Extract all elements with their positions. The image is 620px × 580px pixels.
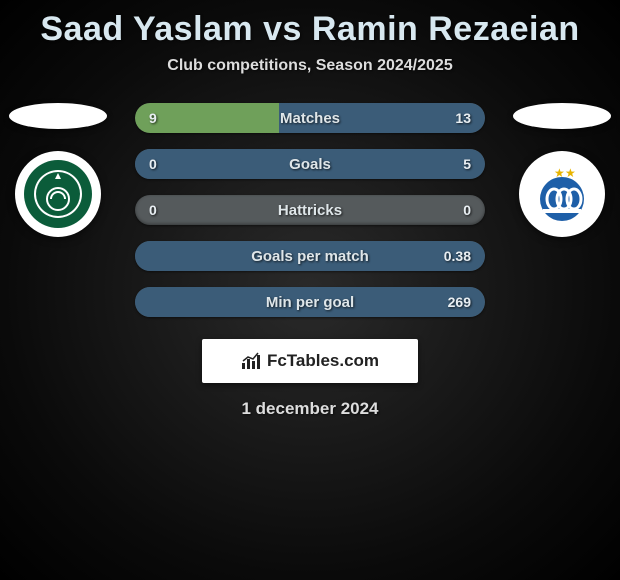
stat-label: Min per goal	[135, 287, 485, 317]
chart-icon	[241, 352, 261, 370]
stat-bar: 00Hattricks	[135, 195, 485, 225]
stat-bar: 269Min per goal	[135, 287, 485, 317]
stat-label: Goals per match	[135, 241, 485, 271]
stat-bar: 913Matches	[135, 103, 485, 133]
page-title: Saad Yaslam vs Ramin Rezaeian	[0, 0, 620, 49]
comparison-panel: 913Matches 05Goals 00Hattricks 0.38Goals pe…	[0, 103, 620, 317]
date-label: 1 december 2024	[0, 399, 620, 419]
brand-badge: FcTables.com	[202, 339, 418, 383]
crest-right-inner: ★ ★	[527, 159, 597, 229]
stat-bar: 05Goals	[135, 149, 485, 179]
stat-label: Goals	[135, 149, 485, 179]
crest-left	[15, 151, 101, 237]
stats-bars: 913Matches 05Goals 00Hattricks 0.38Goals pe…	[108, 103, 512, 317]
stat-label: Matches	[135, 103, 485, 133]
player-right-column: ★ ★	[512, 103, 612, 237]
crest-right: ★ ★	[519, 151, 605, 237]
crest-left-inner	[23, 159, 93, 229]
brand-text: FcTables.com	[267, 351, 379, 371]
flag-left	[9, 103, 107, 129]
subtitle: Club competitions, Season 2024/2025	[0, 57, 620, 75]
flag-right	[513, 103, 611, 129]
player-left-column	[8, 103, 108, 237]
stat-bar: 0.38Goals per match	[135, 241, 485, 271]
stat-label: Hattricks	[135, 195, 485, 225]
